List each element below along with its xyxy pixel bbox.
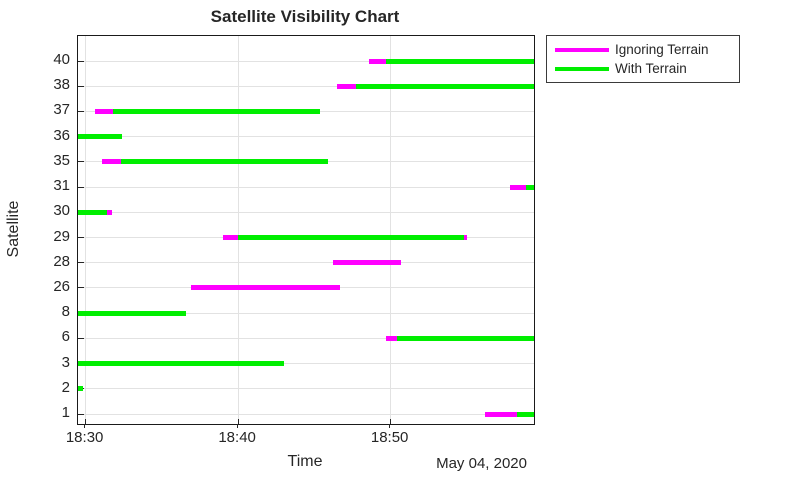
y-tick-sat-6 xyxy=(78,337,84,339)
h-gridline-sat-38 xyxy=(78,85,534,87)
legend-item-label: With Terrain xyxy=(615,61,687,76)
legend-line-sample xyxy=(555,47,609,52)
bar-sat40-with-terrain xyxy=(386,58,534,64)
legend: Ignoring Terrain With Terrain xyxy=(546,35,740,83)
x-axis-label: Time xyxy=(287,453,323,470)
bar-sat35-ignoring-terrain xyxy=(102,159,121,165)
h-gridline-sat-28 xyxy=(78,262,534,264)
y-tick-label-sat-35: 35 xyxy=(53,151,70,169)
legend-item-label: Ignoring Terrain xyxy=(615,42,709,57)
x-axis-date-label: May 04, 2020 xyxy=(436,455,527,472)
legend-line-sample xyxy=(555,66,609,71)
y-tick-sat-26 xyxy=(78,287,84,289)
bar-sat35-with-terrain xyxy=(120,159,329,165)
bar-sat1-ignoring-terrain xyxy=(485,411,518,417)
y-tick-sat-38 xyxy=(78,85,84,87)
y-tick-label-sat-6: 6 xyxy=(61,328,70,346)
chart-title: Satellite Visibility Chart xyxy=(210,7,400,26)
h-gridline-sat-8 xyxy=(78,312,534,314)
x-tick-label-18:50: 18:50 xyxy=(370,429,409,446)
h-gridline-sat-36 xyxy=(78,136,534,138)
h-gridline-sat-3 xyxy=(78,363,534,365)
y-tick-label-sat-30: 30 xyxy=(53,202,70,220)
x-tick-outer-18:30 xyxy=(84,424,86,428)
x-tick-18:40 xyxy=(237,419,239,424)
x-tick-outer-18:50 xyxy=(389,424,391,428)
bar-sat37-ignoring-terrain xyxy=(94,108,114,114)
bar-sat31-ignoring-terrain xyxy=(509,184,527,190)
x-tick-label-18:30: 18:30 xyxy=(65,429,104,446)
y-tick-label-sat-8: 8 xyxy=(61,303,70,321)
bar-sat30-ignoring-terrain xyxy=(106,209,112,215)
v-gridline-18:50 xyxy=(390,36,392,424)
bar-sat29-ignoring-terrain xyxy=(222,235,239,240)
y-tick-label-sat-38: 38 xyxy=(53,76,70,94)
bar-sat2-with-terrain xyxy=(78,386,83,392)
bar-sat6-with-terrain xyxy=(396,335,534,341)
h-gridline-sat-31 xyxy=(78,186,534,188)
h-gridline-sat-1 xyxy=(78,413,534,415)
y-tick-label-sat-37: 37 xyxy=(53,101,70,119)
legend-item-with-terrain: With Terrain xyxy=(555,59,739,78)
y-tick-sat-31 xyxy=(78,186,84,188)
v-gridline-18:40 xyxy=(237,36,239,424)
y-tick-label-sat-3: 3 xyxy=(61,353,70,371)
legend-item-ignoring-terrain: Ignoring Terrain xyxy=(555,40,739,59)
h-gridline-sat-40 xyxy=(78,60,534,62)
h-gridline-sat-2 xyxy=(78,388,534,390)
bar-sat1-with-terrain xyxy=(517,411,534,417)
y-tick-label-sat-28: 28 xyxy=(53,252,70,270)
bar-sat8-with-terrain xyxy=(78,310,187,316)
bar-sat30-with-terrain xyxy=(78,209,107,215)
bar-sat28-ignoring-terrain xyxy=(332,260,402,266)
y-tick-sat-37 xyxy=(78,110,84,112)
x-tick-18:30 xyxy=(85,419,87,424)
bar-sat6-ignoring-terrain xyxy=(386,335,397,341)
y-tick-sat-35 xyxy=(78,161,84,163)
y-tick-label-sat-36: 36 xyxy=(53,126,70,144)
y-tick-label-sat-31: 31 xyxy=(53,177,70,195)
plot-area xyxy=(77,35,535,425)
y-tick-sat-1 xyxy=(78,413,84,415)
y-tick-label-sat-40: 40 xyxy=(53,51,70,68)
bar-sat26-ignoring-terrain xyxy=(190,285,341,291)
bar-sat37-with-terrain xyxy=(113,108,321,114)
bar-sat29-with-terrain xyxy=(238,235,464,240)
y-tick-sat-40 xyxy=(78,60,84,62)
x-tick-18:50 xyxy=(390,419,392,424)
x-tick-outer-18:40 xyxy=(236,424,238,428)
bar-sat36-with-terrain xyxy=(78,134,123,140)
y-tick-label-sat-2: 2 xyxy=(61,378,70,396)
y-tick-sat-29 xyxy=(78,237,84,238)
bar-sat40-ignoring-terrain xyxy=(369,58,387,64)
h-gridline-sat-30 xyxy=(78,211,534,213)
bar-sat31-with-terrain xyxy=(526,184,534,190)
v-gridline-18:30 xyxy=(85,36,87,424)
bar-sat38-ignoring-terrain xyxy=(337,83,356,89)
y-tick-label-sat-1: 1 xyxy=(61,404,70,421)
h-gridline-sat-6 xyxy=(78,337,534,339)
bar-sat38-with-terrain xyxy=(355,83,534,89)
x-tick-label-18:40: 18:40 xyxy=(218,429,256,446)
y-tick-sat-28 xyxy=(78,262,84,264)
bar-sat29-ignoring-terrain xyxy=(463,235,467,240)
bar-sat3-with-terrain xyxy=(78,361,284,367)
y-tick-label-sat-26: 26 xyxy=(53,277,70,295)
y-tick-label-sat-29: 29 xyxy=(53,227,70,245)
